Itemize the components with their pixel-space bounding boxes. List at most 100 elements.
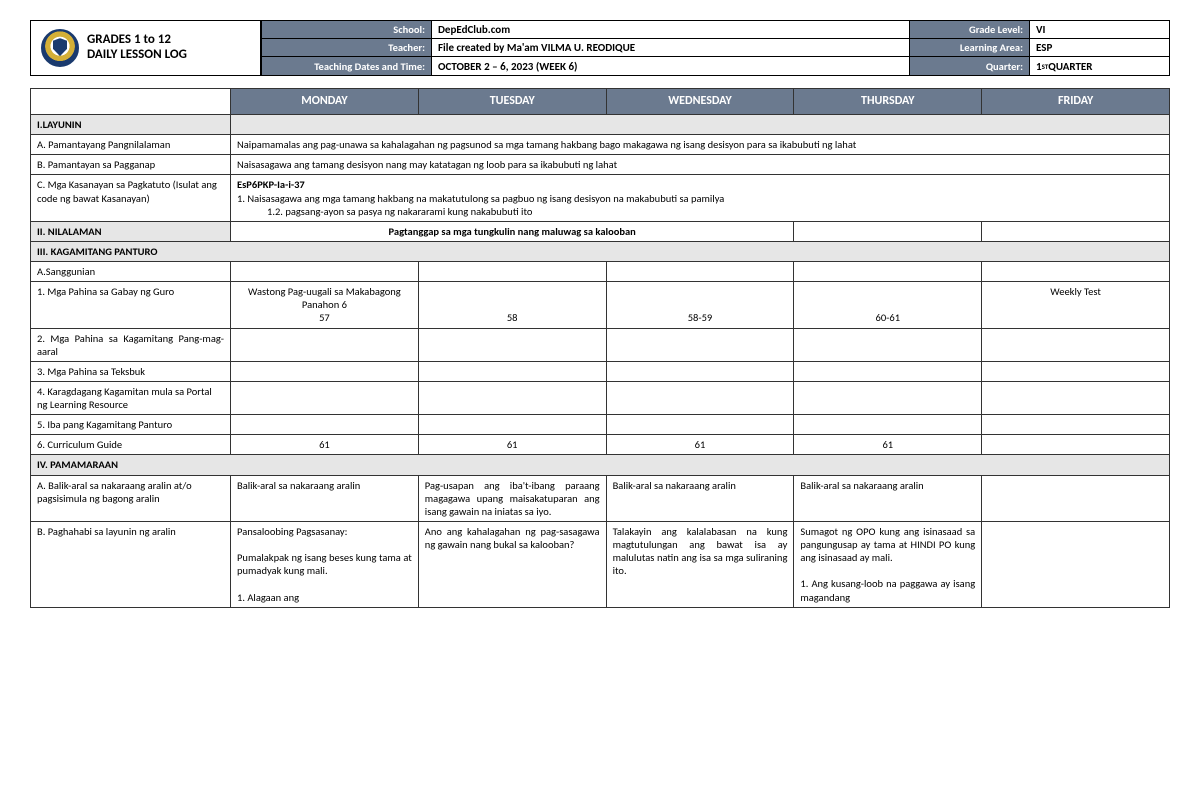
i-c-1: 1. Naisasagawa ang mga tamang hakbang na… [237, 192, 724, 205]
section-ii-row: II. NILALAMAN Pagtanggap sa mga tungkuli… [31, 221, 1170, 241]
iv-b-thu: Sumagot ng OPO kung ang isinasaad sa pan… [794, 521, 982, 607]
value-grade: VI [1029, 21, 1169, 39]
iv-a-fri [982, 475, 1170, 521]
title-line-1: GRADES 1 to 12 [87, 32, 171, 47]
section-iii-row: III. KAGAMITANG PANTURO [31, 241, 1170, 261]
iii-a-thu [794, 262, 982, 282]
day-wed: WEDNESDAY [606, 89, 794, 115]
label-i-c: C. Mga Kasanayan sa Pagkatuto (Isulat an… [31, 175, 231, 221]
iii-2-fri [982, 328, 1170, 361]
label-iv-a: A. Balik-aral sa nakaraang aralin at/o p… [31, 475, 231, 521]
iii-2-thu [794, 328, 982, 361]
ii-thu [794, 221, 982, 241]
iv-b-wed: Talakayin ang kalalabasan na kung magtut… [606, 521, 794, 607]
iii-a-tue [418, 262, 606, 282]
label-school: School: [261, 21, 431, 39]
label-iii-2: 2. Mga Pahina sa Kagamitang Pang-mag-aar… [31, 328, 231, 361]
value-quarter: 1ST QUARTER [1029, 57, 1169, 75]
iii-4-tue [418, 381, 606, 414]
header-info-grid: School: DepEdClub.com Grade Level: VI Te… [261, 21, 1169, 75]
row-iii-1: 1. Mga Pahina sa Gabay ng Guro Wastong P… [31, 282, 1170, 328]
iii-3-mon [231, 361, 419, 381]
label-iii-4: 4. Karagdagang Kagamitan mula sa Portal … [31, 381, 231, 414]
row-iii-6: 6. Curriculum Guide 61 61 61 61 [31, 435, 1170, 455]
iii-5-fri [982, 415, 1170, 435]
iv-a-tue: Pag-usapan ang iba't-ibang paraang magag… [418, 475, 606, 521]
iv-b-fri [982, 521, 1170, 607]
day-tue: TUESDAY [418, 89, 606, 115]
label-i-a: A. Pamantayang Pangnilalaman [31, 135, 231, 155]
iii-6-fri [982, 435, 1170, 455]
day-header-row: MONDAY TUESDAY WEDNESDAY THURSDAY FRIDAY [31, 89, 1170, 115]
row-iv-a: A. Balik-aral sa nakaraang aralin at/o p… [31, 475, 1170, 521]
iii-6-thu: 61 [794, 435, 982, 455]
iii-6-tue: 61 [418, 435, 606, 455]
iii-2-mon [231, 328, 419, 361]
val-i-b: Naisasagawa ang tamang desisyon nang may… [231, 155, 1170, 175]
day-fri: FRIDAY [982, 89, 1170, 115]
deped-logo-icon [41, 29, 79, 67]
section-iv-row: IV. PAMAMARAAN [31, 455, 1170, 475]
val-i-c: EsP6PKP-Ia-i-37 1. Naisasagawa ang mga t… [231, 175, 1170, 221]
iv-a-thu: Balik-aral sa nakaraang aralin [794, 475, 982, 521]
iii-a-mon [231, 262, 419, 282]
value-area: ESP [1029, 39, 1169, 57]
iv-b-tue: Ano ang kahalagahan ng pag-sasagawa ng g… [418, 521, 606, 607]
row-iv-b: B. Paghahabi sa layunin ng aralin Pansal… [31, 521, 1170, 607]
label-teacher: Teacher: [261, 39, 431, 57]
section-ii: II. NILALAMAN [31, 221, 231, 241]
val-ii: Pagtanggap sa mga tungkulin nang maluwag… [231, 221, 794, 241]
iii-1-wed: 58-59 [606, 282, 794, 328]
iii-3-thu [794, 361, 982, 381]
iii-a-wed [606, 262, 794, 282]
document-title: GRADES 1 to 12 DAILY LESSON LOG [87, 33, 187, 63]
iii-4-thu [794, 381, 982, 414]
iii-1-fri: Weekly Test [982, 282, 1170, 328]
title-line-2: DAILY LESSON LOG [87, 47, 187, 62]
iii-4-wed [606, 381, 794, 414]
quarter-text: QUARTER [1048, 60, 1092, 73]
i-c-12: 1.2. pagsang-ayon sa pasya ng nakararami… [237, 205, 532, 218]
quarter-sup: ST [1042, 62, 1049, 71]
lesson-log-header: GRADES 1 to 12 DAILY LESSON LOG School: … [30, 20, 1170, 76]
row-i-c: C. Mga Kasanayan sa Pagkatuto (Isulat an… [31, 175, 1170, 221]
label-iii-a: A.Sanggunian [31, 262, 231, 282]
label-iii-5: 5. Iba pang Kagamitang Panturo [31, 415, 231, 435]
lesson-log-table: MONDAY TUESDAY WEDNESDAY THURSDAY FRIDAY… [30, 88, 1170, 608]
iii-6-mon: 61 [231, 435, 419, 455]
day-thu: THURSDAY [794, 89, 982, 115]
iii-6-wed: 61 [606, 435, 794, 455]
iii-3-tue [418, 361, 606, 381]
section-iii: III. KAGAMITANG PANTURO [31, 241, 1170, 261]
day-mon: MONDAY [231, 89, 419, 115]
iii-1-tue: 58 [418, 282, 606, 328]
section-i-row: I.LAYUNIN [31, 115, 1170, 135]
iii-2-tue [418, 328, 606, 361]
row-iii-2: 2. Mga Pahina sa Kagamitang Pang-mag-aar… [31, 328, 1170, 361]
label-area: Learning Area: [909, 39, 1029, 57]
iii-5-mon [231, 415, 419, 435]
iv-b-mon: Pansaloobing Pagsasanay: Pumalakpak ng i… [231, 521, 419, 607]
iii-5-wed [606, 415, 794, 435]
iii-3-fri [982, 361, 1170, 381]
row-i-b: B. Pamantayan sa Pagganap Naisasagawa an… [31, 155, 1170, 175]
header-title-block: GRADES 1 to 12 DAILY LESSON LOG [31, 21, 261, 75]
iii-3-wed [606, 361, 794, 381]
value-dates: OCTOBER 2 – 6, 2023 (WEEK 6) [431, 57, 909, 75]
iii-5-tue [418, 415, 606, 435]
code-i-c: EsP6PKP-Ia-i-37 [237, 178, 305, 191]
iii-4-mon [231, 381, 419, 414]
iv-a-wed: Balik-aral sa nakaraang aralin [606, 475, 794, 521]
iv-a-mon: Balik-aral sa nakaraang aralin [231, 475, 419, 521]
iii-4-fri [982, 381, 1170, 414]
section-i: I.LAYUNIN [31, 115, 231, 135]
iii-2-wed [606, 328, 794, 361]
value-school: DepEdClub.com [431, 21, 909, 39]
iii-1-mon: Wastong Pag-uugali sa Makabagong Panahon… [231, 282, 419, 328]
value-teacher: File created by Ma'am VILMA U. REODIQUE [431, 39, 909, 57]
iii-5-thu [794, 415, 982, 435]
ii-fri [982, 221, 1170, 241]
val-i-a: Naipamamalas ang pag-unawa sa kahalagaha… [231, 135, 1170, 155]
label-quarter: Quarter: [909, 57, 1029, 75]
row-i-a: A. Pamantayang Pangnilalaman Naipamamala… [31, 135, 1170, 155]
